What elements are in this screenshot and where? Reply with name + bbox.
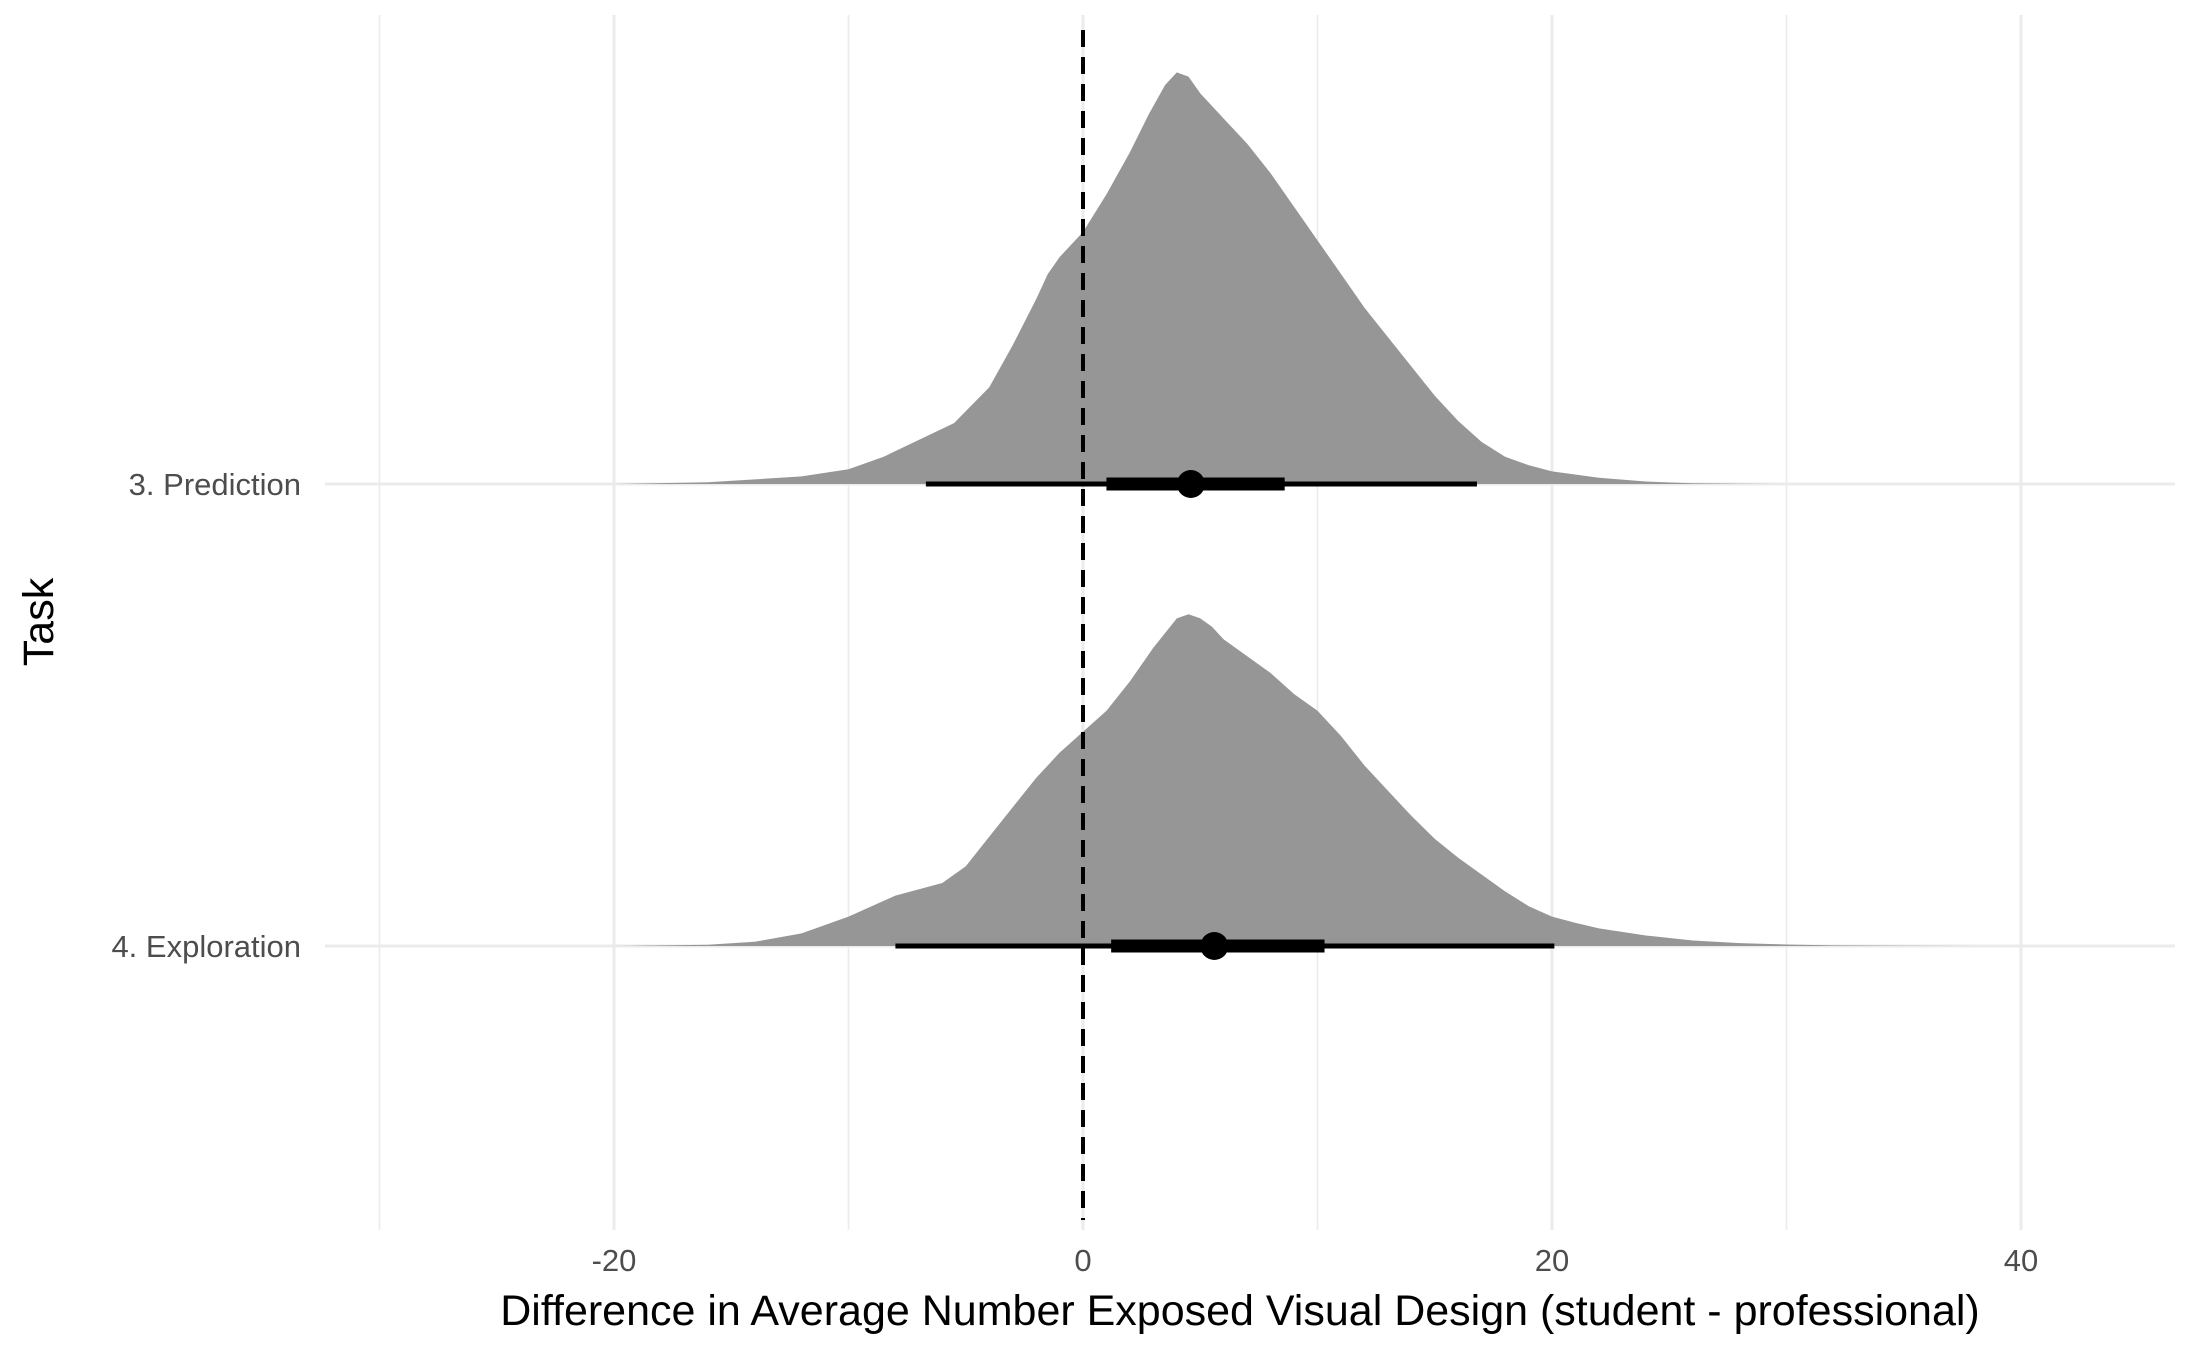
- y-axis-title: Task: [15, 577, 63, 666]
- density-area: [379, 72, 1834, 485]
- y-tick-labels: 3. Prediction 4. Exploration: [111, 467, 301, 964]
- x-tick-label: -20: [592, 1243, 637, 1278]
- y-tick-label: 4. Exploration: [111, 929, 301, 964]
- intervals: [895, 470, 1555, 960]
- x-tick-label: 20: [1535, 1243, 1569, 1278]
- density-area: [402, 614, 2092, 946]
- x-axis-title: Difference in Average Number Exposed Vis…: [500, 1287, 1980, 1335]
- x-tick-label: 0: [1074, 1243, 1091, 1278]
- x-tick-label: 40: [2004, 1243, 2038, 1278]
- density-areas: [379, 72, 2092, 946]
- y-tick-label: 3. Prediction: [129, 467, 301, 502]
- point-estimate: [1200, 932, 1229, 960]
- x-tick-labels: -20 0 20 40: [592, 1243, 2039, 1278]
- point-estimate: [1176, 470, 1205, 498]
- minor-gridlines: [378, 15, 1788, 1230]
